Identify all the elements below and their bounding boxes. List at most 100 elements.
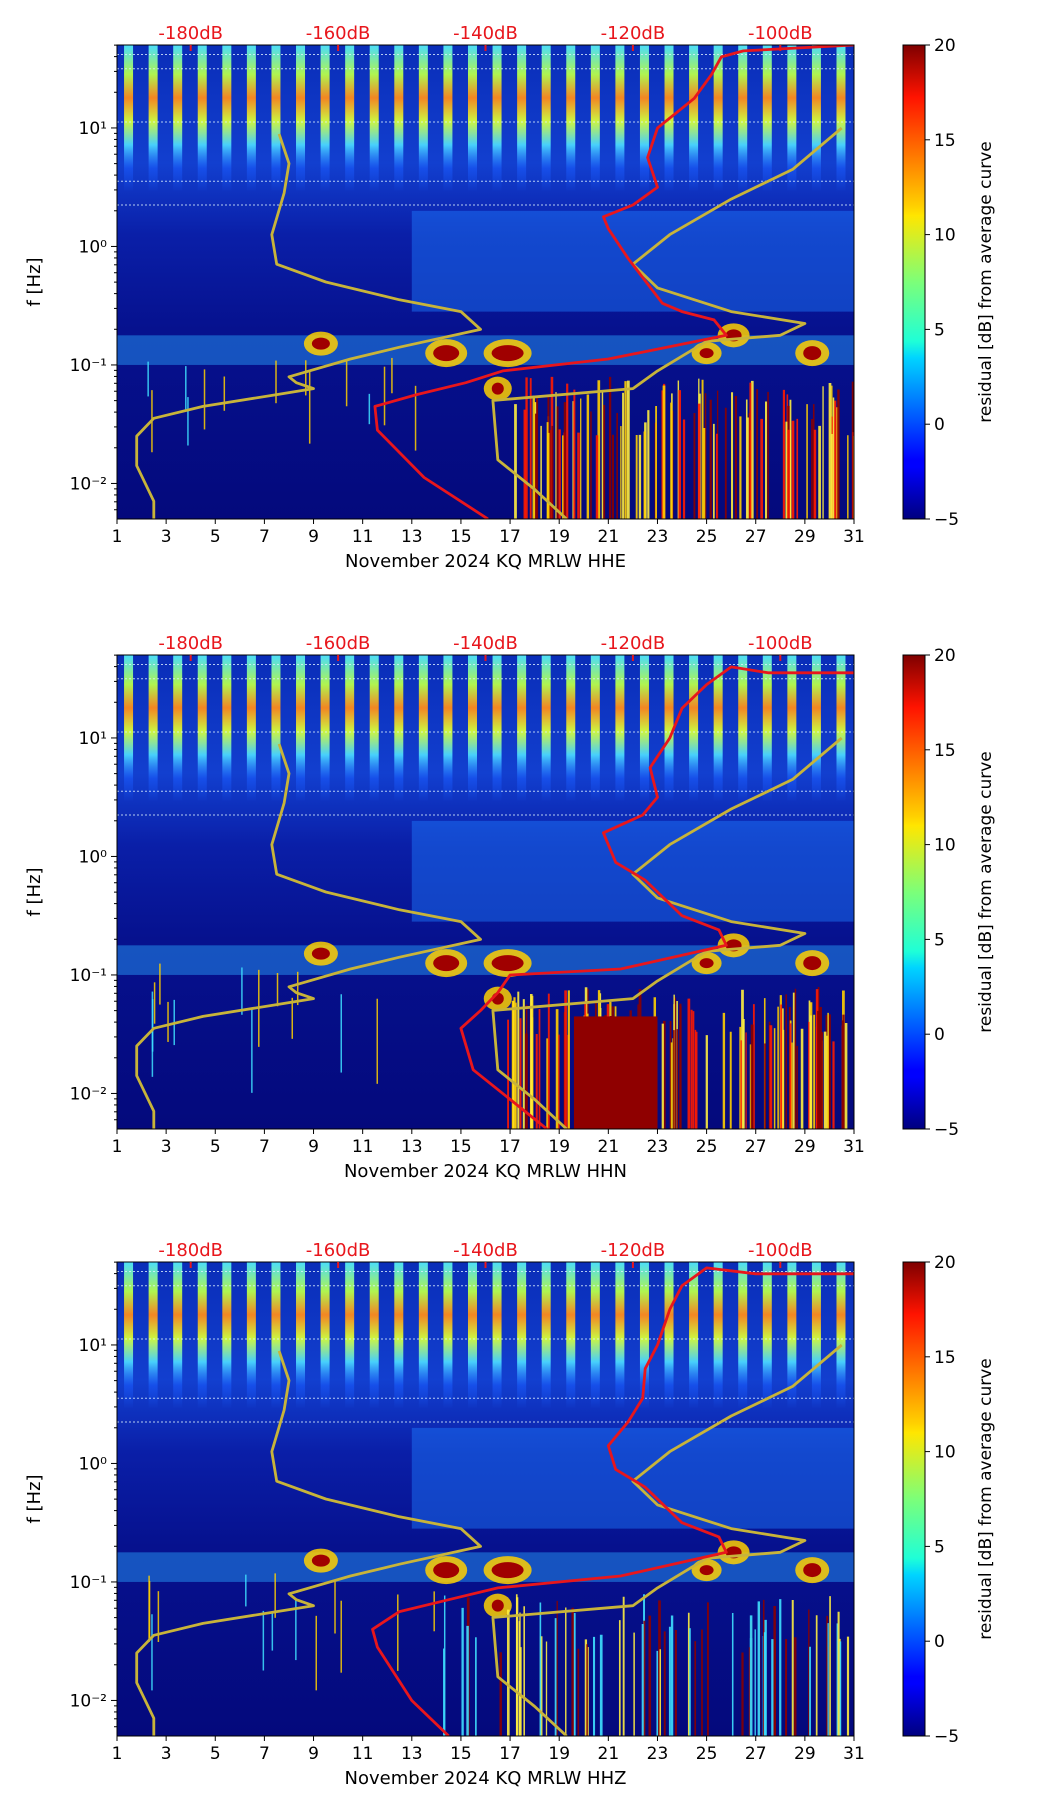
x-tick-label: 31 <box>843 1744 865 1764</box>
x-tick-label: 23 <box>647 1137 669 1157</box>
daily-noise-streak <box>296 1262 306 1556</box>
top-tick-label: -180dB <box>158 633 223 654</box>
top-tick-label: -120dB <box>601 633 666 654</box>
daily-noise-streak <box>418 1262 428 1556</box>
x-tick-label: 27 <box>745 1744 767 1764</box>
colorbar-tick-label: 5 <box>934 320 945 340</box>
psd-curve <box>371 1266 854 1736</box>
colorbar <box>902 1261 926 1737</box>
daily-noise-streak <box>541 655 551 949</box>
psd-curve <box>459 665 854 1129</box>
x-tick-label: 1 <box>112 527 123 547</box>
x-tick-label: 25 <box>696 527 718 547</box>
daily-noise-streak <box>173 655 183 949</box>
daily-noise-streak <box>639 655 649 949</box>
y-tick-label: 10¹ <box>79 729 107 749</box>
daily-noise-streak <box>467 1262 477 1556</box>
colorbar-tick-label: 10 <box>934 226 956 246</box>
top-tick-label: -180dB <box>158 1240 223 1261</box>
daily-noise-streak <box>639 45 649 339</box>
daily-noise-streak <box>517 655 527 949</box>
x-tick-label: 21 <box>598 1744 620 1764</box>
daily-noise-streak <box>615 1262 625 1556</box>
daily-noise-streak <box>787 1262 797 1556</box>
daily-noise-streak <box>271 45 281 339</box>
daily-noise-streak <box>320 655 330 949</box>
x-tick-label: 9 <box>308 1744 319 1764</box>
x-tick-label: 29 <box>794 527 816 547</box>
colorbar-tick-label: 20 <box>934 646 956 666</box>
x-tick-label: 31 <box>843 1137 865 1157</box>
daily-noise-streak <box>394 655 404 949</box>
daily-noise-streak <box>148 45 158 339</box>
daily-noise-streak <box>689 655 699 949</box>
top-tick-label: -120dB <box>601 1240 666 1261</box>
daily-noise-streak <box>590 1262 600 1556</box>
top-tick-label: -100dB <box>748 633 813 654</box>
y-axis-label: f [Hz] <box>24 257 45 306</box>
x-tick-label: 5 <box>210 527 221 547</box>
x-tick-label: 21 <box>598 527 620 547</box>
plot-area <box>117 1262 854 1736</box>
daily-noise-streak <box>492 45 502 339</box>
y-tick-label: 10⁻² <box>70 474 107 494</box>
x-tick-label: 3 <box>161 1744 172 1764</box>
x-tick-label: 17 <box>499 1744 521 1764</box>
noise-model-curve <box>135 1350 482 1736</box>
x-axis-label: November 2024 KQ MRLW HHN <box>344 1161 627 1182</box>
daily-noise-streak <box>566 1262 576 1556</box>
daily-noise-streak <box>713 1262 723 1556</box>
daily-noise-streak <box>492 1262 502 1556</box>
daily-noise-streak <box>148 1262 158 1556</box>
colorbar-label: residual [dB] from average curve <box>976 141 996 422</box>
x-tick-label: 31 <box>843 527 865 547</box>
daily-noise-streak <box>762 655 772 949</box>
colorbar-tick-label: 10 <box>934 836 956 856</box>
x-tick-label: 3 <box>161 527 172 547</box>
daily-noise-streak <box>173 45 183 339</box>
daily-noise-streak <box>296 655 306 949</box>
daily-noise-streak <box>345 655 355 949</box>
hot-spot <box>699 1565 714 1576</box>
daily-noise-streak <box>345 45 355 339</box>
x-tick-label: 13 <box>401 1744 423 1764</box>
y-tick-label: 10⁻¹ <box>70 356 107 376</box>
hot-spot <box>433 345 460 362</box>
y-tick-label: 10⁻¹ <box>70 966 107 986</box>
daily-noise-streak <box>320 1262 330 1556</box>
daily-noise-streak <box>369 1262 379 1556</box>
daily-noise-streak <box>836 655 846 949</box>
hot-spot <box>433 1562 460 1579</box>
psd-curve <box>373 45 854 519</box>
daily-noise-streak <box>271 1262 281 1556</box>
hot-spot <box>491 1599 504 1612</box>
daily-noise-streak <box>689 1262 699 1556</box>
x-tick-label: 17 <box>499 1137 521 1157</box>
colorbar-tick-label: 10 <box>934 1443 956 1463</box>
colorbar-tick-label: 0 <box>934 1025 945 1045</box>
noise-model-curve <box>491 126 843 519</box>
x-tick-label: 27 <box>745 527 767 547</box>
hot-spot <box>433 955 460 972</box>
colorbar-tick-label: −5 <box>934 1727 959 1747</box>
daily-noise-streak <box>713 655 723 949</box>
x-tick-label: 25 <box>696 1744 718 1764</box>
top-tick-label: -100dB <box>748 23 813 44</box>
daily-noise-streak <box>124 1262 134 1556</box>
plot-area <box>117 655 854 1129</box>
x-tick-label: 1 <box>112 1137 123 1157</box>
hot-spot <box>491 382 504 395</box>
top-tick-label: -160dB <box>306 23 371 44</box>
x-tick-label: 7 <box>259 527 270 547</box>
noise-region <box>411 210 854 312</box>
daily-noise-streak <box>664 1262 674 1556</box>
daily-noise-streak <box>394 1262 404 1556</box>
daily-noise-streak <box>566 655 576 949</box>
daily-noise-streak <box>443 45 453 339</box>
colorbar-tick-label: 5 <box>934 1537 945 1557</box>
x-tick-label: 27 <box>745 1137 767 1157</box>
hot-spot <box>803 346 822 361</box>
x-tick-label: 29 <box>794 1744 816 1764</box>
x-tick-label: 19 <box>548 527 570 547</box>
